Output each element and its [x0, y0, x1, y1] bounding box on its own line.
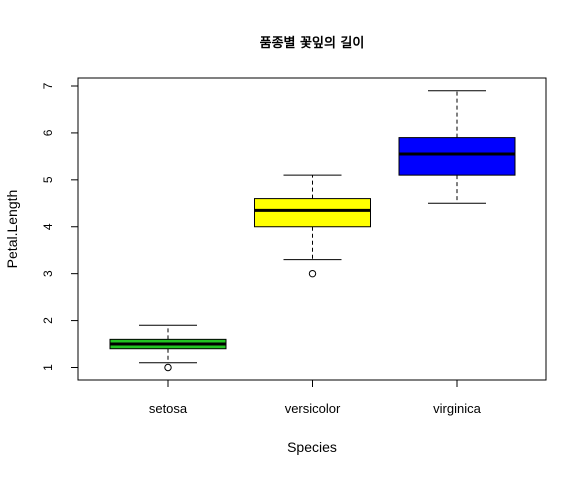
iqr-box — [398, 137, 516, 176]
y-tick-label: 6 — [41, 129, 55, 136]
iqr-box — [254, 198, 371, 228]
outlier-point — [164, 363, 172, 372]
chart-title: 품종별 꽃잎의 길이 — [260, 35, 365, 51]
y-tick-label: 4 — [41, 223, 55, 230]
x-tick-label: setosa — [149, 401, 188, 416]
y-tick-label: 5 — [41, 176, 55, 183]
x-axis: setosa versicolor virginica — [149, 379, 482, 416]
outlier-point — [308, 269, 317, 278]
y-tick-label: 1 — [41, 364, 55, 371]
box-setosa — [109, 324, 227, 372]
box-series — [109, 90, 516, 372]
box-versicolor — [254, 174, 371, 278]
y-axis: 1 2 3 4 5 6 7 — [41, 82, 79, 371]
x-axis-label: Species — [287, 439, 337, 455]
y-tick-label: 3 — [41, 270, 55, 277]
y-axis-label: Petal.Length — [4, 190, 20, 269]
y-tick-label: 2 — [41, 317, 55, 324]
x-tick-label: versicolor — [285, 401, 341, 416]
box-virginica — [398, 90, 516, 204]
x-tick-label: virginica — [433, 401, 481, 416]
y-tick-label: 7 — [41, 82, 55, 89]
